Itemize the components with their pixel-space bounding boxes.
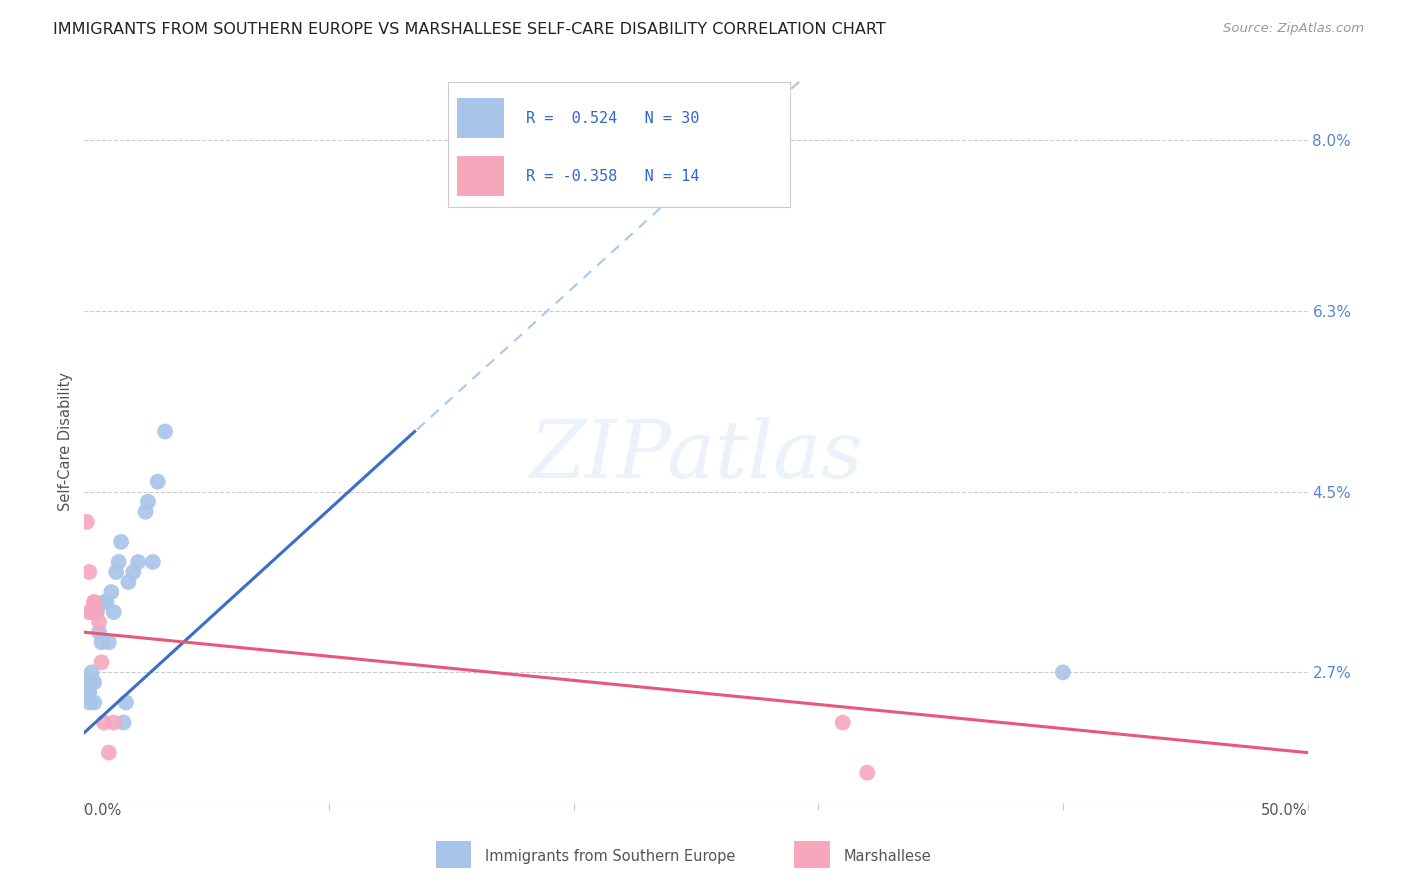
Point	[142, 555, 165, 569]
Text: Immigrants from Southern Europe: Immigrants from Southern Europe	[485, 849, 735, 863]
Point	[86, 605, 108, 619]
Point	[100, 585, 122, 599]
Point	[122, 565, 145, 579]
Point	[831, 715, 853, 730]
Point	[77, 685, 100, 699]
Point	[80, 665, 103, 680]
Text: Source: ZipAtlas.com: Source: ZipAtlas.com	[1223, 22, 1364, 36]
Text: R = -0.358   N = 14: R = -0.358 N = 14	[526, 169, 699, 184]
Point	[80, 675, 103, 690]
Point	[112, 715, 135, 730]
Point	[76, 675, 98, 690]
Point	[93, 595, 115, 609]
Point	[97, 635, 120, 649]
Point	[90, 655, 112, 669]
Point	[76, 685, 98, 699]
Point	[77, 565, 100, 579]
Text: 50.0%: 50.0%	[1261, 803, 1308, 818]
Point	[1052, 665, 1074, 680]
Point	[136, 494, 159, 508]
Text: R =  0.524   N = 30: R = 0.524 N = 30	[526, 111, 699, 126]
Point	[107, 555, 129, 569]
Point	[83, 696, 105, 710]
Point	[93, 715, 115, 730]
Point	[105, 565, 128, 579]
Point	[110, 534, 132, 549]
Text: ZIPatlas: ZIPatlas	[529, 417, 863, 495]
Point	[77, 696, 100, 710]
Point	[117, 574, 139, 589]
Point	[153, 425, 176, 439]
Point	[127, 555, 149, 569]
Point	[146, 475, 169, 489]
Point	[83, 595, 105, 609]
Point	[856, 765, 879, 780]
Point	[83, 595, 105, 609]
Text: 0.0%: 0.0%	[84, 803, 121, 818]
Point	[90, 635, 112, 649]
Point	[97, 746, 120, 760]
Y-axis label: Self-Care Disability: Self-Care Disability	[58, 372, 73, 511]
Point	[103, 715, 125, 730]
Point	[87, 625, 110, 640]
Point	[115, 696, 138, 710]
Point	[86, 605, 108, 619]
Point	[77, 605, 100, 619]
Point	[96, 595, 118, 609]
Point	[83, 675, 105, 690]
Point	[80, 605, 103, 619]
Text: Marshallese: Marshallese	[844, 849, 931, 863]
Point	[135, 505, 157, 519]
Point	[76, 515, 98, 529]
FancyBboxPatch shape	[457, 156, 503, 196]
Point	[87, 615, 110, 630]
Point	[103, 605, 125, 619]
Text: IMMIGRANTS FROM SOUTHERN EUROPE VS MARSHALLESE SELF-CARE DISABILITY CORRELATION : IMMIGRANTS FROM SOUTHERN EUROPE VS MARSH…	[53, 22, 886, 37]
FancyBboxPatch shape	[457, 98, 503, 138]
FancyBboxPatch shape	[447, 82, 790, 207]
